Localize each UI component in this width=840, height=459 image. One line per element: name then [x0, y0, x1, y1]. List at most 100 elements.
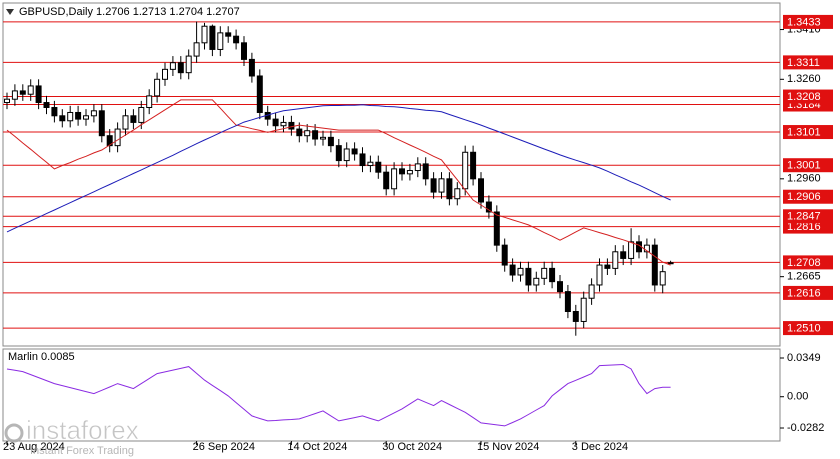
candle-body — [233, 35, 240, 44]
candle-body — [343, 148, 350, 162]
level-label: 1.3208 — [787, 91, 821, 103]
candle-body — [19, 90, 26, 95]
y-tick-label: 1.3260 — [787, 73, 821, 85]
candle-body — [359, 153, 366, 167]
candle-body — [248, 58, 255, 77]
candle-body — [193, 42, 200, 57]
candle-body — [612, 251, 619, 269]
level-label: 1.3311 — [787, 57, 820, 69]
candle-body — [35, 85, 42, 104]
candle-body — [67, 111, 74, 122]
level-label: 1.2906 — [787, 191, 821, 203]
x-tick-label: 30 Oct 2024 — [382, 441, 442, 453]
candle-body — [312, 130, 319, 140]
candle-body — [225, 32, 232, 37]
indicator-label: Marlin 0.0085 — [8, 351, 75, 363]
candle-body — [209, 25, 216, 50]
candle-body — [541, 267, 548, 279]
candle-body — [351, 148, 358, 155]
level-label: 1.2847 — [787, 211, 821, 223]
level-label: 1.3001 — [787, 160, 821, 172]
level-label: 1.2708 — [787, 257, 821, 269]
candle-body — [169, 62, 176, 70]
candle-body — [177, 62, 184, 74]
y-tick-label: 0.00 — [787, 391, 808, 403]
candle-body — [399, 168, 405, 175]
candle-body — [11, 90, 18, 100]
candle-body — [446, 178, 453, 200]
candle-body — [651, 244, 658, 286]
y-tick-label: -0.0282 — [787, 422, 824, 434]
x-tick-label: 15 Nov 2024 — [477, 441, 539, 453]
x-tick-label: 14 Oct 2024 — [287, 441, 347, 453]
x-tick-label: 23 Aug 2024 — [3, 441, 65, 453]
x-tick-label: 26 Sep 2024 — [193, 441, 255, 453]
candle-body — [533, 277, 540, 286]
candle-body — [335, 145, 342, 162]
candle-body — [659, 271, 666, 286]
candle-body — [320, 136, 326, 140]
moving-average-line — [6, 104, 671, 233]
candle-body — [580, 297, 587, 322]
candle-body — [454, 188, 461, 200]
candle-body — [430, 178, 437, 193]
level-label: 1.3101 — [787, 126, 821, 138]
chart-title: GBPUSD,Daily 1.2706 1.2713 1.2704 1.2707 — [19, 6, 240, 18]
candle-body — [564, 291, 571, 312]
candle-body — [59, 115, 66, 122]
candle-body — [217, 32, 224, 50]
candle-body — [51, 106, 58, 117]
level-label-box — [783, 55, 833, 70]
level-label-box — [783, 209, 833, 224]
level-label: 1.3433 — [787, 16, 821, 28]
x-tick-label: 3 Dec 2024 — [572, 441, 628, 453]
candle-body — [83, 115, 89, 120]
candle-body — [162, 68, 168, 80]
candle-body — [406, 170, 413, 175]
candle-body — [493, 211, 500, 246]
candle-body — [138, 106, 145, 123]
candle-body — [462, 151, 469, 190]
candle-body — [367, 161, 374, 167]
candle-body — [27, 85, 34, 95]
candle-body — [478, 178, 484, 203]
candle-body — [106, 135, 113, 147]
candle-body — [588, 284, 595, 299]
candle-body — [98, 110, 105, 137]
candle-body — [628, 241, 635, 259]
candle-body — [288, 121, 295, 130]
plot-layer: 1.34101.32601.29601.26651.34331.33111.31… — [3, 14, 833, 453]
watermark: instaforex Instant Forex Trading — [4, 415, 139, 457]
level-label-box — [783, 189, 833, 204]
candle-body — [146, 95, 153, 108]
level-label: 1.2616 — [787, 287, 821, 299]
level-label-box — [783, 125, 833, 140]
candle-body — [391, 168, 398, 190]
candle-body — [241, 42, 247, 60]
candle-body — [438, 178, 445, 193]
level-label-box — [783, 255, 833, 270]
candle-body — [90, 110, 97, 117]
candle-body — [596, 264, 603, 286]
level-label-box — [783, 285, 833, 300]
candle-body — [154, 78, 161, 97]
candle-body — [130, 115, 137, 123]
candle-body — [557, 281, 563, 293]
level-label-box — [783, 158, 833, 173]
level-label-box — [783, 321, 833, 336]
candle-body — [517, 267, 524, 276]
candle-body — [272, 118, 279, 127]
candle-body — [280, 121, 287, 127]
oscillator-line — [6, 363, 671, 427]
candle-body — [549, 267, 556, 283]
candle-body — [122, 115, 129, 130]
candle-body — [185, 55, 192, 74]
candle-body — [572, 310, 579, 322]
candle-body — [422, 163, 429, 180]
candle-body — [485, 201, 492, 213]
level-label: 1.2510 — [787, 322, 821, 334]
candle-body — [43, 102, 50, 108]
logo-brand: instaforex — [26, 415, 139, 445]
candle-body — [375, 161, 382, 173]
